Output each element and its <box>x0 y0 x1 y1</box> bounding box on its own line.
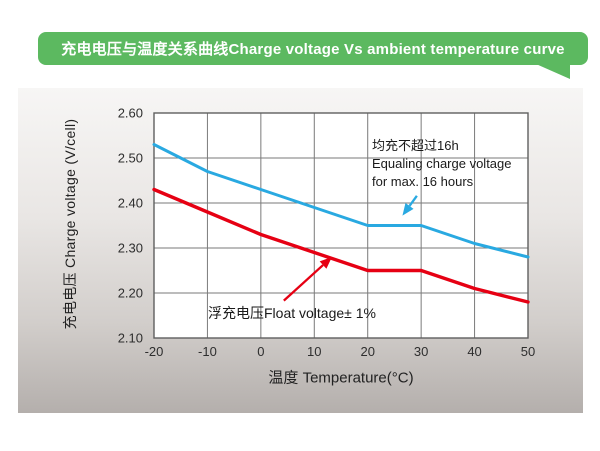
annotation-equalize-line-3: for max. 16 hours <box>372 174 474 189</box>
float-arrow-head <box>319 257 332 269</box>
x-tick-label: -10 <box>198 344 217 359</box>
annotation-float-voltage: 浮充电压Float voltage± 1% <box>208 303 376 323</box>
x-tick-label: 0 <box>257 344 264 359</box>
annotation-equalize-line-1: 均充不超过16h <box>372 138 459 153</box>
banner-tail-pointer <box>536 64 570 79</box>
y-tick-label: 2.30 <box>118 241 143 256</box>
title-banner: 充电电压与温度关系曲线Charge voltage Vs ambient tem… <box>38 32 588 65</box>
y-tick-label: 2.40 <box>118 196 143 211</box>
annotation-equalize-charge: 均充不超过16h Equaling charge voltage for max… <box>372 137 512 191</box>
x-tick-label: 30 <box>414 344 428 359</box>
float-voltage-curve <box>152 187 530 304</box>
x-tick-label: -20 <box>145 344 164 359</box>
annotation-equalize-line-2: Equaling charge voltage <box>372 156 512 171</box>
equalize-charge-curve <box>152 143 530 259</box>
float-arrow-line <box>283 264 324 302</box>
x-tick-label: 20 <box>360 344 374 359</box>
y-tick-label: 2.50 <box>118 151 143 166</box>
y-tick-label: 2.20 <box>118 286 143 301</box>
x-tick-label: 50 <box>521 344 535 359</box>
x-tick-label: 10 <box>307 344 321 359</box>
chart-title: 充电电压与温度关系曲线Charge voltage Vs ambient tem… <box>61 41 565 58</box>
plot-area <box>154 113 528 338</box>
annotation-float-line-1: 浮充电压Float voltage± 1% <box>208 305 376 321</box>
plot-border <box>153 112 529 339</box>
equalize-arrow-head <box>402 202 414 216</box>
x-tick-label: 40 <box>467 344 481 359</box>
y-axis-title: 充电电压 Charge voltage (V/cell) <box>62 118 78 330</box>
y-tick-label: 2.10 <box>118 331 143 346</box>
equalize-arrow-line <box>408 195 418 207</box>
x-axis-title: 温度 Temperature(°C) <box>268 369 414 387</box>
y-tick-label: 2.60 <box>118 106 143 121</box>
